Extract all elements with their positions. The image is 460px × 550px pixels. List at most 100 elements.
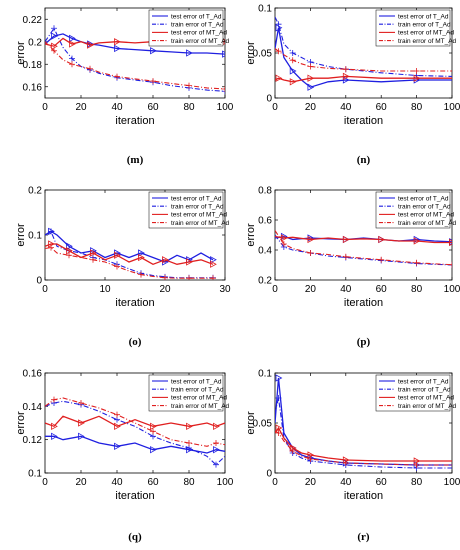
data-point [449, 261, 452, 268]
data-point [66, 252, 72, 259]
chart-panel-0: 0 20 40 60 80 100 0.16 0.18 0.2 0.22 iteration erro… [15, 7, 234, 166]
data-point [150, 445, 157, 454]
data-point [186, 275, 192, 280]
data-point [114, 416, 120, 423]
data-point [51, 432, 58, 441]
y-tick-label: 0.16 [23, 369, 43, 380]
x-axis-label: iteration [115, 297, 154, 309]
legend-label: train error of T_Ad [171, 387, 224, 394]
panel-caption: (p) [357, 336, 371, 348]
x-tick-label: 20 [75, 477, 87, 488]
y-tick-label: 0.12 [23, 435, 43, 446]
series-line [45, 415, 225, 428]
legend-label: test error of MT_Ad [171, 212, 227, 219]
x-tick-label: 40 [340, 284, 352, 295]
x-axis-label: iteration [344, 490, 383, 502]
legend-label: test error of MT_Ad [171, 30, 227, 37]
legend-label: train error of T_Ad [398, 22, 451, 29]
data-point [289, 57, 296, 64]
panel-caption: (r) [357, 531, 370, 543]
x-tick-label: 100 [444, 102, 460, 113]
legend-label: train error of T_Ad [171, 22, 224, 29]
data-point [210, 260, 217, 268]
x-tick-label: 0 [272, 284, 278, 295]
data-point [342, 76, 350, 84]
y-tick-label: 0.1 [28, 231, 42, 242]
x-tick-label: 30 [219, 284, 231, 295]
x-tick-label: 20 [75, 102, 87, 113]
data-point [342, 66, 349, 73]
data-point [210, 256, 217, 264]
data-point [150, 78, 156, 85]
y-tick-label: 0.1 [258, 4, 272, 15]
y-tick-label: 0 [266, 469, 272, 480]
x-tick-label: 100 [217, 477, 234, 488]
panel-caption: (m) [127, 154, 144, 166]
legend-label: test error of T_Ad [171, 13, 222, 20]
x-tick-label: 0 [272, 102, 278, 113]
data-point [413, 237, 421, 245]
data-point [378, 256, 385, 263]
x-axis-label: iteration [115, 490, 154, 502]
data-point [150, 428, 156, 435]
y-tick-label: 0.22 [23, 15, 43, 26]
series-line [275, 430, 452, 466]
legend-label: test error of MT_Ad [171, 395, 227, 402]
data-point [114, 411, 120, 418]
data-point [48, 244, 54, 251]
data-point [307, 74, 315, 82]
legend-label: test error of T_Ad [171, 378, 222, 385]
chart-panel-5: 0 20 40 60 80 100 0 0.05 0.1 iteration error test e… [245, 369, 460, 544]
x-tick-label: 80 [411, 102, 423, 113]
x-tick-label: 60 [147, 102, 159, 113]
data-point [51, 25, 57, 32]
data-point [275, 21, 282, 28]
data-point [213, 440, 219, 446]
x-tick-label: 60 [147, 477, 159, 488]
data-point [51, 47, 57, 54]
data-point [69, 34, 76, 43]
data-point [210, 275, 216, 280]
data-point [48, 228, 54, 235]
x-tick-label: 10 [99, 284, 111, 295]
y-tick-label: 0.2 [258, 276, 272, 287]
data-point [114, 422, 121, 431]
x-tick-label: 100 [444, 477, 460, 488]
series-line [45, 243, 214, 266]
y-tick-label: 0 [36, 276, 42, 287]
x-tick-label: 0 [42, 284, 48, 295]
series-line [45, 397, 225, 447]
y-tick-label: 0.05 [253, 419, 273, 430]
legend-label: test error of MT_Ad [398, 30, 454, 37]
data-point [342, 235, 350, 244]
data-point [69, 40, 76, 48]
x-tick-label: 80 [411, 477, 423, 488]
data-point [413, 462, 420, 468]
legend-label: test error of T_Ad [398, 378, 449, 385]
data-point [307, 456, 314, 462]
y-tick-label: 0.8 [258, 186, 272, 197]
y-axis-label: error [15, 411, 27, 435]
data-point [222, 86, 225, 92]
data-point [78, 400, 84, 406]
data-point [150, 422, 157, 431]
data-point [87, 41, 94, 49]
legend-label: train error of T_Ad [398, 204, 451, 211]
x-tick-label: 20 [305, 477, 317, 488]
data-point [162, 256, 169, 264]
x-tick-label: 100 [444, 284, 460, 295]
x-tick-label: 0 [42, 477, 48, 488]
data-point [186, 440, 192, 446]
series-line [275, 27, 452, 88]
data-point [275, 424, 283, 432]
series-line [45, 33, 225, 55]
data-point [275, 48, 282, 55]
chart-panel-2: 0 10 20 30 0 0.1 0.2 iteration error test error o… [15, 186, 231, 349]
data-point [307, 235, 315, 244]
y-axis-label: error [15, 41, 27, 65]
legend-label: train error of MT_Ad [171, 220, 230, 227]
data-point [342, 460, 349, 466]
y-tick-label: 0.1 [258, 369, 272, 380]
data-point [186, 422, 193, 431]
